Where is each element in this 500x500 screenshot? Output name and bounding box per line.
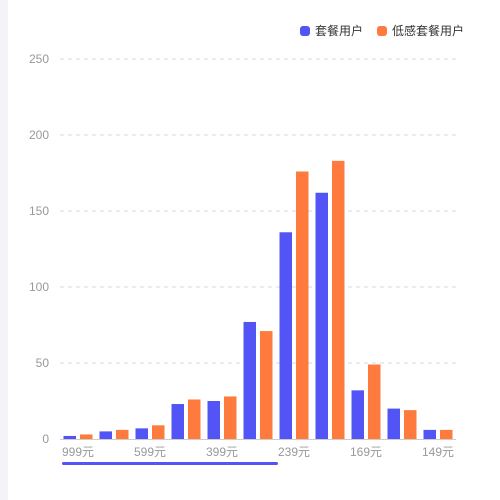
chart-legend: 套餐用户 低感套餐用户	[299, 22, 464, 39]
bar-chart: 0 50 100 150 200 250 999元 599元 399元 239元 169元 149元	[29, 52, 456, 465]
y-tick-label: 200	[29, 128, 49, 142]
bar-series-2[interactable]	[152, 425, 165, 439]
y-tick-label: 100	[29, 280, 49, 294]
bar-series-1[interactable]	[387, 408, 401, 439]
bar-series-2[interactable]	[368, 364, 381, 439]
bar-series-1[interactable]	[99, 431, 113, 439]
chart-scroll-indicator[interactable]	[62, 462, 278, 465]
bar-series-2[interactable]	[260, 331, 273, 439]
bar-series-2[interactable]	[80, 434, 93, 439]
y-tick-label: 250	[29, 52, 49, 66]
y-tick-label: 0	[42, 432, 49, 446]
bar-series-1[interactable]	[63, 435, 77, 439]
legend-item-series-2[interactable]: 低感套餐用户	[376, 22, 464, 39]
bar-series-1[interactable]	[135, 428, 149, 439]
bar-series-1[interactable]	[315, 192, 329, 439]
bar-series-1[interactable]	[207, 401, 221, 439]
bar-series-2[interactable]	[116, 429, 129, 439]
bar-series-2[interactable]	[188, 399, 201, 439]
y-tick-label: 150	[29, 204, 49, 218]
bar-series-2[interactable]	[296, 171, 309, 440]
y-tick-label: 50	[36, 356, 50, 370]
x-tick-label: 239元	[278, 445, 310, 459]
bar-series-1[interactable]	[243, 321, 257, 439]
legend-item-series-1[interactable]: 套餐用户	[299, 22, 363, 39]
bar-series-2[interactable]	[404, 410, 417, 439]
legend-label-series-2: 低感套餐用户	[391, 24, 464, 38]
x-tick-label: 149元	[422, 445, 454, 459]
x-tick-label: 999元	[62, 445, 94, 459]
bar-series-1[interactable]	[423, 429, 437, 439]
x-tick-label: 599元	[134, 445, 166, 459]
legend-swatch-series-1	[299, 25, 310, 36]
x-tick-label: 169元	[350, 445, 382, 459]
legend-label-series-1: 套餐用户	[314, 24, 363, 38]
bar-series-2[interactable]	[332, 160, 345, 439]
bar-series-1[interactable]	[351, 390, 365, 439]
x-tick-label: 399元	[206, 445, 238, 459]
bar-series-1[interactable]	[279, 232, 293, 439]
bar-series-2[interactable]	[224, 396, 237, 439]
bar-series-2[interactable]	[440, 429, 453, 439]
legend-swatch-series-2	[376, 25, 387, 36]
chart-card: 套餐用户 低感套餐用户 0 50 100 150 200 250 999元 599元 399元 2…	[8, 0, 500, 500]
bar-series-1[interactable]	[171, 404, 185, 439]
